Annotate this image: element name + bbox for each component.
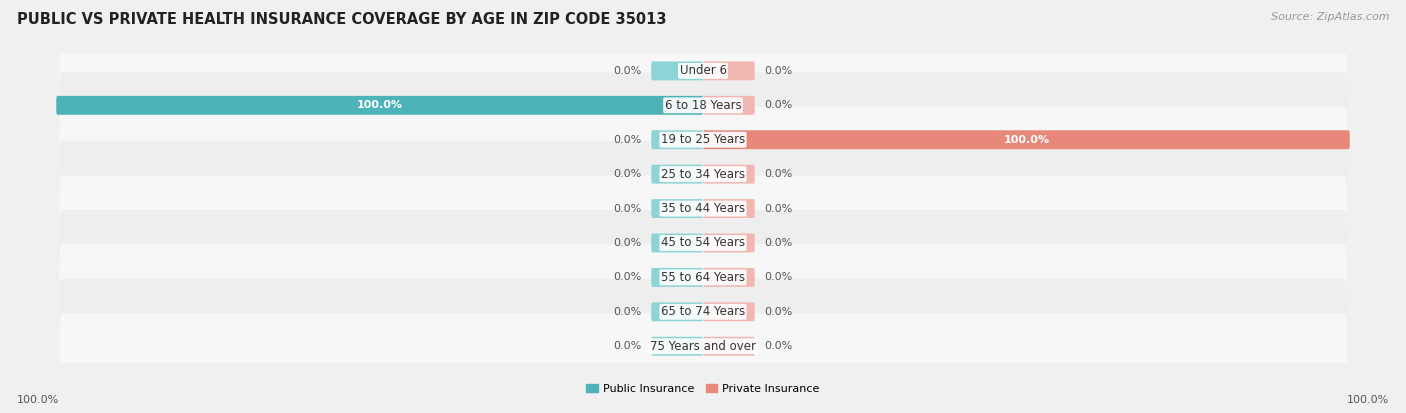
- Text: 0.0%: 0.0%: [613, 273, 641, 282]
- Legend: Public Insurance, Private Insurance: Public Insurance, Private Insurance: [582, 379, 824, 398]
- Text: 45 to 54 Years: 45 to 54 Years: [661, 237, 745, 249]
- FancyBboxPatch shape: [59, 313, 1347, 379]
- Text: 0.0%: 0.0%: [613, 135, 641, 145]
- Text: 0.0%: 0.0%: [765, 169, 793, 179]
- FancyBboxPatch shape: [651, 130, 703, 149]
- Text: 0.0%: 0.0%: [765, 100, 793, 110]
- Text: 0.0%: 0.0%: [613, 169, 641, 179]
- FancyBboxPatch shape: [703, 130, 1350, 149]
- Text: Source: ZipAtlas.com: Source: ZipAtlas.com: [1271, 12, 1389, 22]
- Text: 0.0%: 0.0%: [613, 238, 641, 248]
- FancyBboxPatch shape: [59, 210, 1347, 276]
- FancyBboxPatch shape: [56, 96, 703, 115]
- FancyBboxPatch shape: [703, 96, 755, 115]
- FancyBboxPatch shape: [651, 302, 703, 321]
- Text: 0.0%: 0.0%: [613, 341, 641, 351]
- Text: 0.0%: 0.0%: [765, 204, 793, 214]
- Text: 65 to 74 Years: 65 to 74 Years: [661, 305, 745, 318]
- FancyBboxPatch shape: [703, 199, 755, 218]
- FancyBboxPatch shape: [651, 268, 703, 287]
- Text: 0.0%: 0.0%: [765, 341, 793, 351]
- FancyBboxPatch shape: [59, 244, 1347, 311]
- FancyBboxPatch shape: [703, 62, 755, 81]
- Text: 0.0%: 0.0%: [765, 66, 793, 76]
- FancyBboxPatch shape: [651, 62, 703, 81]
- FancyBboxPatch shape: [703, 165, 755, 184]
- FancyBboxPatch shape: [59, 72, 1347, 138]
- Text: 0.0%: 0.0%: [613, 307, 641, 317]
- FancyBboxPatch shape: [651, 199, 703, 218]
- Text: 100.0%: 100.0%: [17, 395, 59, 405]
- FancyBboxPatch shape: [703, 302, 755, 321]
- Text: 19 to 25 Years: 19 to 25 Years: [661, 133, 745, 146]
- FancyBboxPatch shape: [703, 337, 755, 356]
- Text: 6 to 18 Years: 6 to 18 Years: [665, 99, 741, 112]
- Text: 25 to 34 Years: 25 to 34 Years: [661, 168, 745, 180]
- FancyBboxPatch shape: [703, 233, 755, 252]
- FancyBboxPatch shape: [59, 141, 1347, 207]
- Text: 55 to 64 Years: 55 to 64 Years: [661, 271, 745, 284]
- FancyBboxPatch shape: [59, 107, 1347, 173]
- Text: 0.0%: 0.0%: [765, 238, 793, 248]
- Text: 0.0%: 0.0%: [765, 307, 793, 317]
- FancyBboxPatch shape: [703, 268, 755, 287]
- FancyBboxPatch shape: [59, 38, 1347, 104]
- Text: 100.0%: 100.0%: [357, 100, 402, 110]
- Text: 75 Years and over: 75 Years and over: [650, 340, 756, 353]
- Text: 100.0%: 100.0%: [1347, 395, 1389, 405]
- Text: 0.0%: 0.0%: [765, 273, 793, 282]
- Text: 35 to 44 Years: 35 to 44 Years: [661, 202, 745, 215]
- FancyBboxPatch shape: [59, 176, 1347, 242]
- Text: PUBLIC VS PRIVATE HEALTH INSURANCE COVERAGE BY AGE IN ZIP CODE 35013: PUBLIC VS PRIVATE HEALTH INSURANCE COVER…: [17, 12, 666, 27]
- Text: 100.0%: 100.0%: [1004, 135, 1049, 145]
- Text: Under 6: Under 6: [679, 64, 727, 77]
- FancyBboxPatch shape: [651, 233, 703, 252]
- Text: 0.0%: 0.0%: [613, 204, 641, 214]
- FancyBboxPatch shape: [59, 279, 1347, 345]
- Text: 0.0%: 0.0%: [613, 66, 641, 76]
- FancyBboxPatch shape: [651, 337, 703, 356]
- FancyBboxPatch shape: [651, 165, 703, 184]
